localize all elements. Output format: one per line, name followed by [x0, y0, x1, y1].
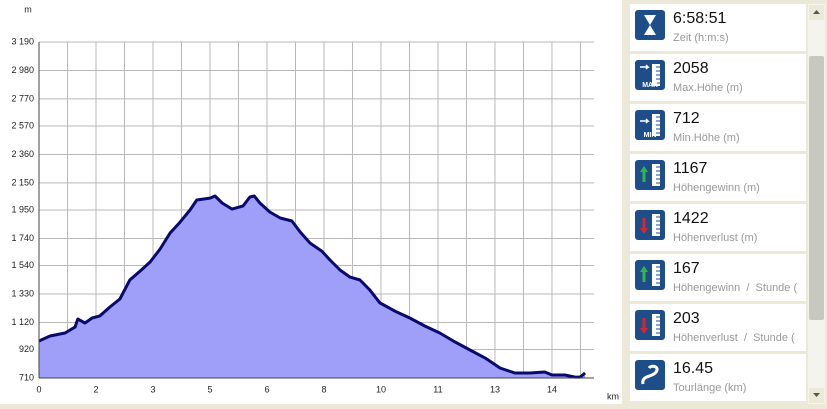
stat-label: Zeit (h:m:s) [673, 32, 729, 44]
y-tick-label: 1 740 [11, 233, 34, 243]
arrow-down [813, 393, 820, 397]
icon-bg [635, 310, 665, 340]
stat-card: MIN 712 Min.Höhe (m) [630, 104, 806, 151]
x-tick-label: 5 [207, 384, 212, 394]
arrow-up [813, 10, 820, 14]
x-tick-label: 3 [150, 384, 155, 394]
stats-panel: 6:58:51 Zeit (h:m:s) MAX 2058 Max.Höhe (m) MI… [630, 4, 806, 404]
x-tick-label: 0 [36, 384, 41, 394]
stat-icon: MAX [635, 60, 665, 90]
stat-icon [635, 160, 665, 190]
icon-text: MAX [642, 82, 658, 89]
arrow [640, 266, 648, 282]
x-tick-label: 13 [490, 384, 500, 394]
y-axis-unit: m [24, 4, 32, 14]
stat-label: Höhengewinn (m) [673, 182, 760, 194]
profile-line [38, 194, 587, 379]
stat-value: 1167 [673, 160, 708, 177]
stat-icon [635, 10, 665, 40]
y-tick-label: 2 150 [11, 177, 34, 187]
y-tick-label: 710 [19, 372, 34, 382]
arrow [640, 166, 648, 182]
scrollbar[interactable] [808, 4, 825, 404]
stat-icon [635, 210, 665, 240]
icon-bg [635, 210, 665, 240]
stat-value: 712 [673, 110, 700, 127]
arrow [640, 118, 650, 124]
stat-value: 203 [673, 310, 700, 327]
stat-label: Höhengewinn / Stunde ( [673, 282, 798, 294]
route [641, 364, 659, 385]
arrow [640, 318, 648, 334]
y-tick-label: 2 360 [11, 149, 34, 159]
icon-bg [635, 160, 665, 190]
stat-icon [635, 360, 665, 390]
y-tick-label: 1 540 [11, 260, 34, 270]
stat-card: 1422 Höhenverlust (m) [630, 204, 806, 251]
y-tick-label: 920 [19, 344, 34, 354]
y-tick-label: 1 120 [11, 317, 34, 327]
stat-value: 167 [673, 260, 700, 277]
hourglass [644, 15, 656, 35]
stat-card: 1167 Höhengewinn (m) [630, 154, 806, 201]
stat-label: Max.Höhe (m) [673, 82, 743, 94]
stat-value: 6:58:51 [673, 10, 727, 27]
scroll-thumb[interactable] [809, 56, 824, 320]
arrow [640, 218, 648, 234]
stat-card: 16.45 Tourlänge (km) [630, 354, 806, 401]
stat-value: 16.45 [673, 360, 714, 377]
y-tick-label: 2 570 [11, 120, 34, 130]
y-tick-label: 1 950 [11, 204, 34, 214]
stat-label: Höhenverlust / Stunde ( [673, 332, 795, 344]
stat-card: 203 Höhenverlust / Stunde ( [630, 304, 806, 351]
elevation-chart: m km 710 920 1 120 1 330 1 540 1 740 1 950 2 15… [0, 0, 622, 404]
x-tick-label: 14 [547, 384, 557, 394]
stat-card: 167 Höhengewinn / Stunde ( [630, 254, 806, 301]
arrow [640, 64, 650, 70]
icon-text: MIN [644, 132, 657, 139]
stat-value: 2058 [673, 60, 709, 77]
y-tick-label: 2 980 [11, 65, 34, 75]
x-axis-unit: km [607, 391, 619, 401]
x-tick-label: 11 [433, 384, 442, 394]
x-tick-label: 10 [376, 384, 386, 394]
stat-label: Tourlänge (km) [673, 382, 747, 394]
stat-icon [635, 310, 665, 340]
icon-bg [635, 10, 665, 40]
y-tick-label: 3 190 [11, 36, 34, 46]
stat-label: Min.Höhe (m) [673, 132, 740, 144]
scrollbar-graphic [809, 5, 824, 403]
stat-card: MAX 2058 Max.Höhe (m) [630, 54, 806, 101]
stat-icon: MIN [635, 110, 665, 140]
x-tick-label: 2 [93, 384, 98, 394]
stat-icon [635, 260, 665, 290]
x-tick-label: 8 [321, 384, 326, 394]
y-tick-label: 2 770 [11, 93, 34, 103]
stat-value: 1422 [673, 210, 709, 227]
stat-label: Höhenverlust (m) [673, 232, 758, 244]
icon-bg [635, 260, 665, 290]
x-tick-label: 6 [264, 384, 269, 394]
stat-card: 6:58:51 Zeit (h:m:s) [630, 4, 806, 51]
area [39, 196, 586, 378]
y-tick-label: 1 330 [11, 288, 34, 298]
